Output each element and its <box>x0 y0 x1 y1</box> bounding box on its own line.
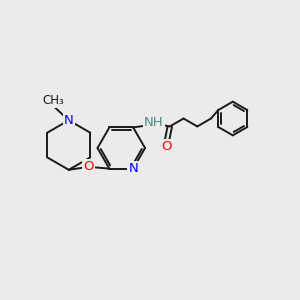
Text: CH₃: CH₃ <box>42 94 64 107</box>
Text: O: O <box>83 160 94 173</box>
Text: O: O <box>162 140 172 153</box>
Text: NH: NH <box>144 116 164 129</box>
Text: N: N <box>64 114 74 127</box>
Text: N: N <box>128 162 138 175</box>
